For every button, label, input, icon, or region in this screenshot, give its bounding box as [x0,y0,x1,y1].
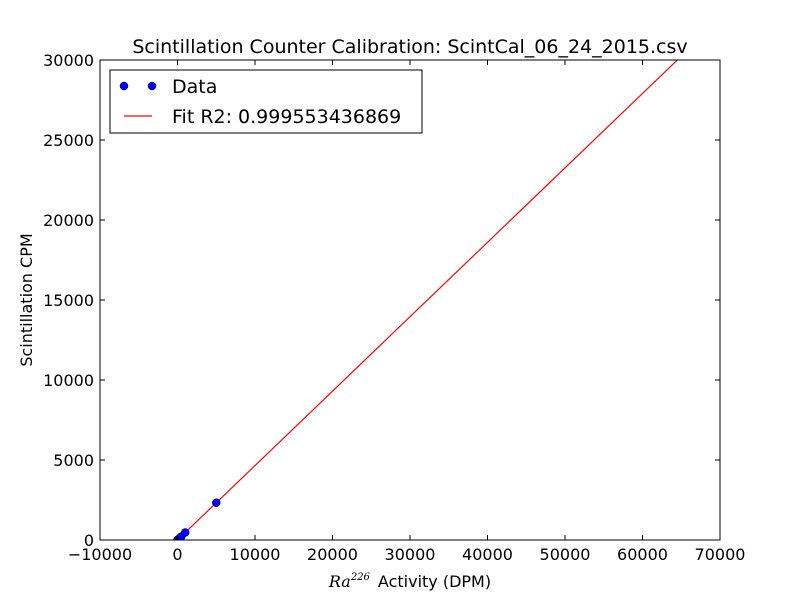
y-tick-label: 15000 [43,291,94,310]
x-tick-label: 70000 [695,545,746,564]
legend-box [109,69,423,134]
x-tick-label: −10000 [68,545,132,564]
x-axis-label-text: Activity (DPM) [378,572,491,591]
x-tick-label: 0 [172,545,182,564]
data-point [212,498,221,507]
legend-label-fit: Fit R2: 0.999553436869 [172,106,401,128]
x-tick-label: 30000 [385,545,436,564]
legend: Data Fit R2: 0.999553436869 [109,69,423,134]
y-tick-label: 10000 [43,371,94,390]
x-axis: −10000 0 10000 20000 30000 40000 50000 60000 700… [68,60,746,564]
fit-line [177,60,678,540]
legend-marker-data [119,81,129,91]
x-tick-label: 50000 [540,545,591,564]
x-axis-label-math: Ra [328,572,351,591]
chart-title: Scintillation Counter Calibration: Scint… [132,36,687,58]
legend-label-data: Data [172,76,217,98]
data-point [181,528,190,537]
x-tick-label: 40000 [462,545,513,564]
y-axis-label: Scintillation CPM [17,233,36,366]
y-tick-label: 0 [84,531,94,550]
y-tick-label: 25000 [43,131,94,150]
legend-marker-data [147,81,157,91]
x-axis-label-superscript: 226 [350,572,371,583]
x-tick-label: 60000 [617,545,668,564]
y-tick-label: 20000 [43,211,94,230]
y-tick-label: 30000 [43,51,94,70]
x-axis-label: Ra226 Activity (DPM) [328,572,491,591]
x-tick-label: 20000 [307,545,358,564]
y-axis: 0 5000 10000 15000 20000 25000 30000 [43,51,720,550]
plot-area [173,60,678,540]
y-tick-label: 5000 [53,451,94,470]
x-tick-label: 10000 [230,545,281,564]
